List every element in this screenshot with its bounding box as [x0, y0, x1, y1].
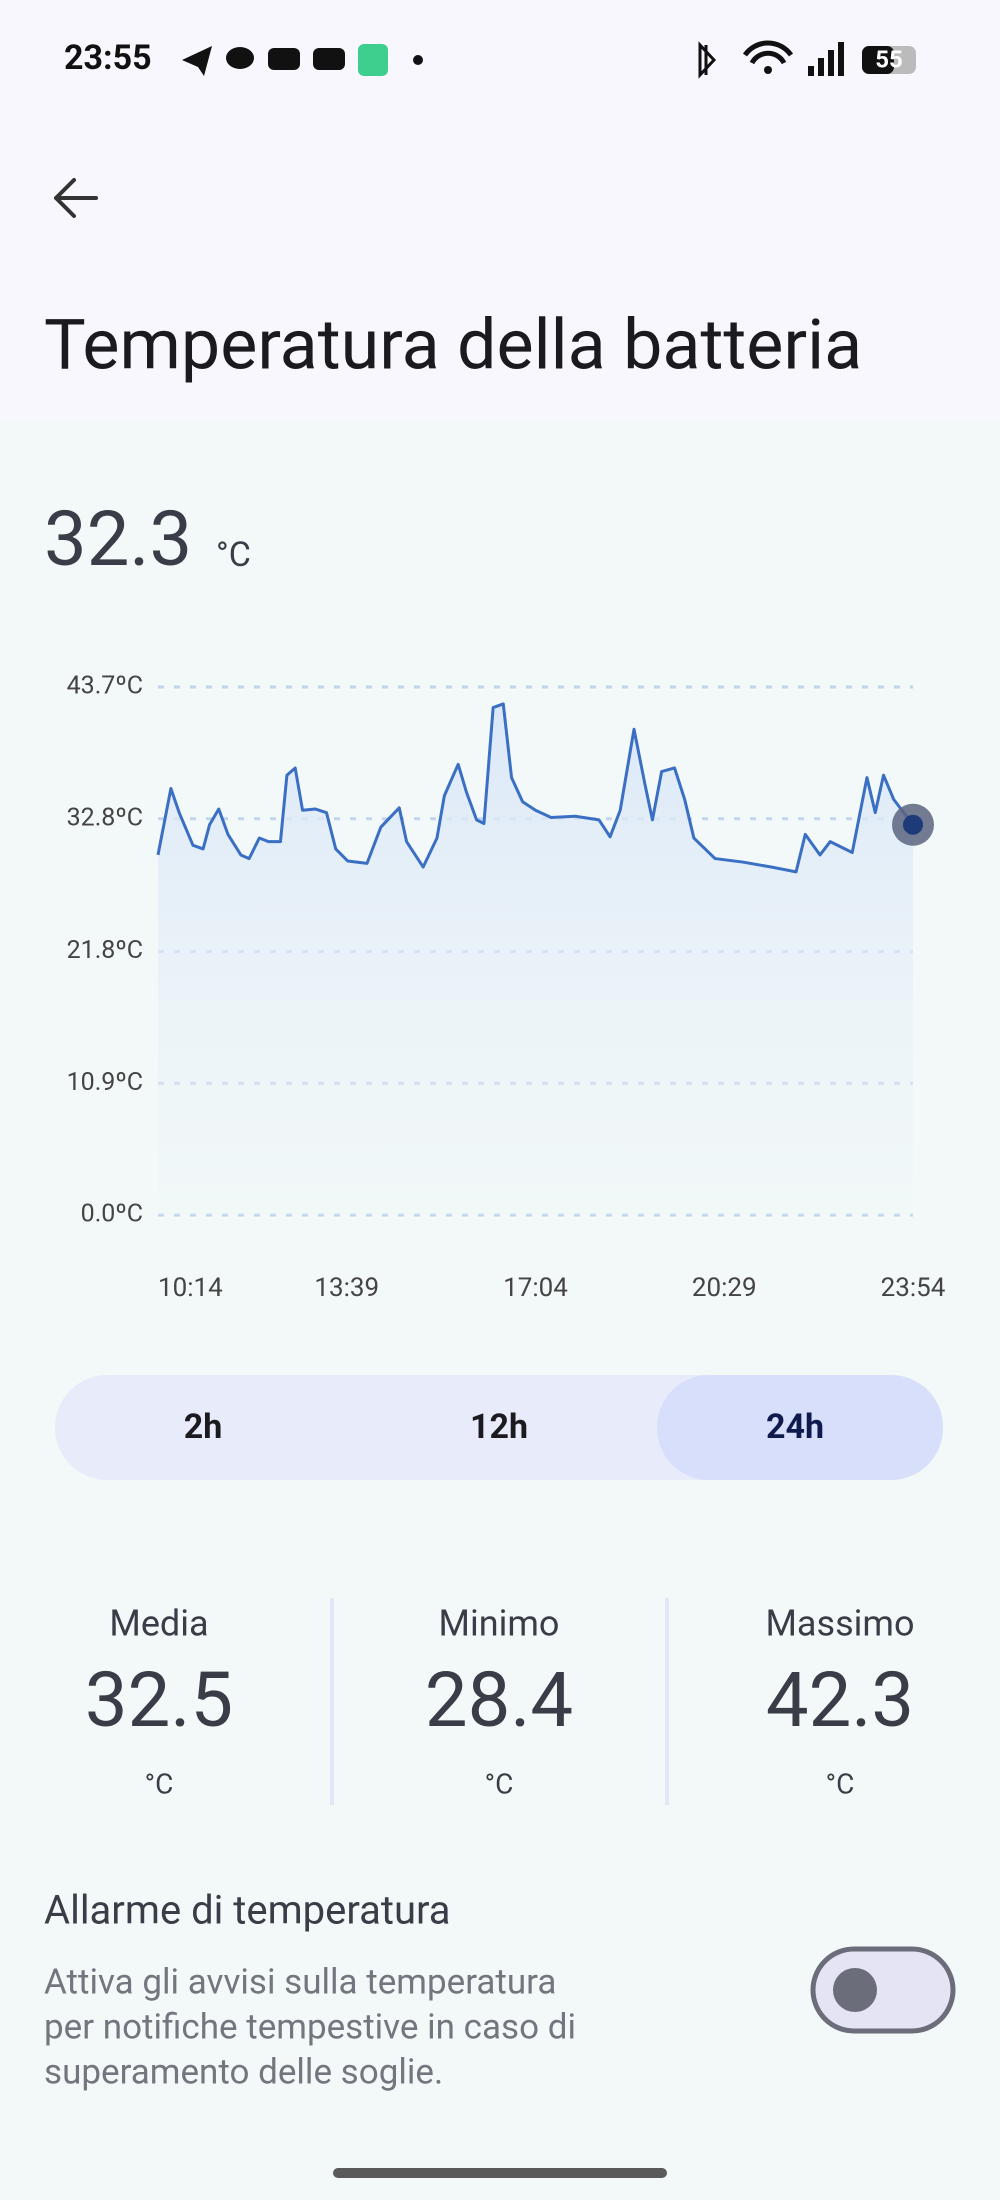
x-tick-label: 20:29: [692, 1273, 757, 1303]
stat-label: Massimo: [765, 1603, 914, 1645]
x-tick-label: 17:04: [503, 1273, 568, 1303]
alarm-description-line: per notifiche tempestive in caso di: [44, 2006, 576, 2047]
page-title: Temperatura della batteria: [44, 304, 862, 386]
current-value: 32.3: [44, 494, 192, 584]
area-fill: [158, 703, 913, 1215]
stat-value: 32.5: [85, 1655, 233, 1745]
range-buttons: 2h 12h 24h: [184, 1375, 943, 1480]
x-tick-label: 10:14: [158, 1273, 223, 1303]
stat-label: Minimo: [439, 1603, 560, 1645]
alarm-description-line: superamento delle soglie.: [44, 2051, 443, 2092]
y-tick-label: 10.9ºC: [67, 1068, 143, 1097]
toggle-thumb: [833, 1968, 877, 2012]
range-button[interactable]: 24h: [766, 1407, 824, 1447]
chart: 0.0ºC 10.9ºC 21.8ºC 32.8ºC 43.7ºC 10:14 13:39 1…: [67, 672, 946, 1303]
stats: Media 32.5 °C Minimo 28.4 °C Massimo 42.3 °C: [85, 1598, 915, 1805]
line: [156, 702, 915, 874]
stat-unit: °C: [485, 1767, 514, 1800]
status-time: 23:55: [64, 38, 152, 78]
y-tick-label: 21.8ºC: [67, 936, 143, 965]
stat-unit: °C: [826, 1767, 855, 1800]
x-tick-label: 23:54: [881, 1273, 946, 1303]
stat-unit: °C: [145, 1767, 174, 1800]
range-button-selected[interactable]: [657, 1375, 943, 1480]
y-tick-label: 0.0ºC: [81, 1200, 143, 1229]
range-button[interactable]: 2h: [184, 1407, 223, 1447]
y-tick-label: 43.7ºC: [67, 672, 143, 701]
stat-label: Media: [109, 1603, 208, 1645]
last-point: [903, 814, 923, 835]
alarm-toggle[interactable]: [810, 1946, 956, 2034]
y-tick-label: 32.8ºC: [67, 803, 143, 832]
alarm-description-line: Attiva gli avvisi sulla temperatura: [44, 1961, 556, 2002]
stat-value: 28.4: [425, 1655, 573, 1745]
current-unit: °C: [216, 535, 251, 575]
alarm-title: Allarme di temperatura: [44, 1887, 451, 1934]
x-tick-label: 13:39: [314, 1273, 379, 1303]
status-icons: [182, 40, 916, 79]
battery-level: 55: [875, 45, 903, 73]
back-button[interactable]: [54, 178, 98, 218]
range-button[interactable]: 12h: [470, 1407, 528, 1447]
stat-value: 42.3: [766, 1655, 914, 1745]
home-indicator: [333, 2168, 667, 2178]
